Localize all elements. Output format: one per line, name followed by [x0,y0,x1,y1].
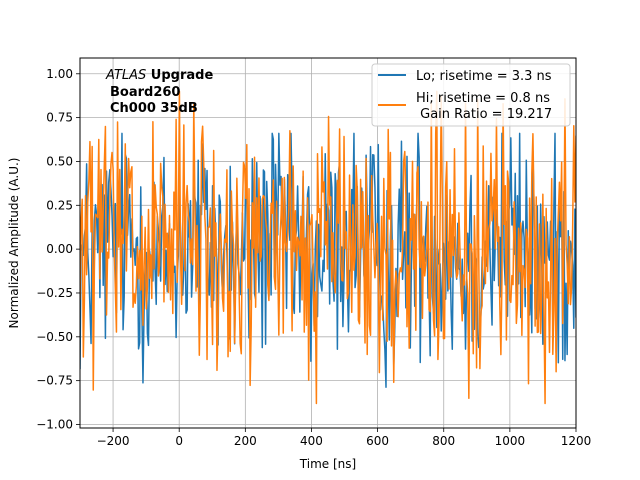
annotation-upgrade: Upgrade [146,68,213,83]
x-tick-label: −200 [97,434,130,448]
y-tick-label: 0.00 [46,242,73,256]
y-axis-ticks: −1.00 −0.75 −0.50 −0.25 0.00 0.25 0.50 0.75 1.00 [36,67,80,431]
y-tick-label: 1.00 [46,67,73,81]
legend-label-gain: Gain Ratio = 19.217 [416,107,552,122]
annotation-channel: Ch000 35dB [110,101,198,116]
y-tick-label: −1.00 [36,417,73,431]
legend-label-lo: Lo; risetime = 3.3 ns [416,69,552,84]
series-hi-line [80,90,576,405]
x-axis-ticks: −200 0 200 400 600 800 1000 1200 [97,428,592,448]
x-tick-label: 200 [234,434,257,448]
x-tick-label: 1000 [495,434,526,448]
y-tick-label: −0.25 [36,286,73,300]
legend: Lo; risetime = 3.3 ns Hi; risetime = 0.8… [371,63,571,127]
y-tick-label: 0.25 [46,198,73,212]
y-axis-label: Normalized Amplitude (A.U.) [7,158,21,329]
annotation-board: Board260 [110,85,180,100]
legend-label-hi: Hi; risetime = 0.8 ns [416,91,550,106]
x-tick-label: 1200 [561,434,592,448]
y-tick-label: 0.75 [46,111,73,125]
x-axis-label: Time [ns] [299,457,356,471]
annotation-line1: ATLAS Upgrade [105,68,213,83]
x-tick-label: 400 [300,434,323,448]
annotation-atlas: ATLAS [105,68,146,83]
y-tick-label: 0.50 [46,154,73,168]
legend-box [371,63,571,127]
atlas-annotation: ATLAS Upgrade Board260 Ch000 35dB [105,68,213,116]
x-tick-label: 600 [366,434,389,448]
x-tick-label: 0 [175,434,183,448]
x-tick-label: 800 [432,434,455,448]
plot-traces [80,90,576,405]
y-tick-label: −0.75 [36,374,73,388]
y-tick-label: −0.50 [36,330,73,344]
axes-frame [79,57,577,429]
